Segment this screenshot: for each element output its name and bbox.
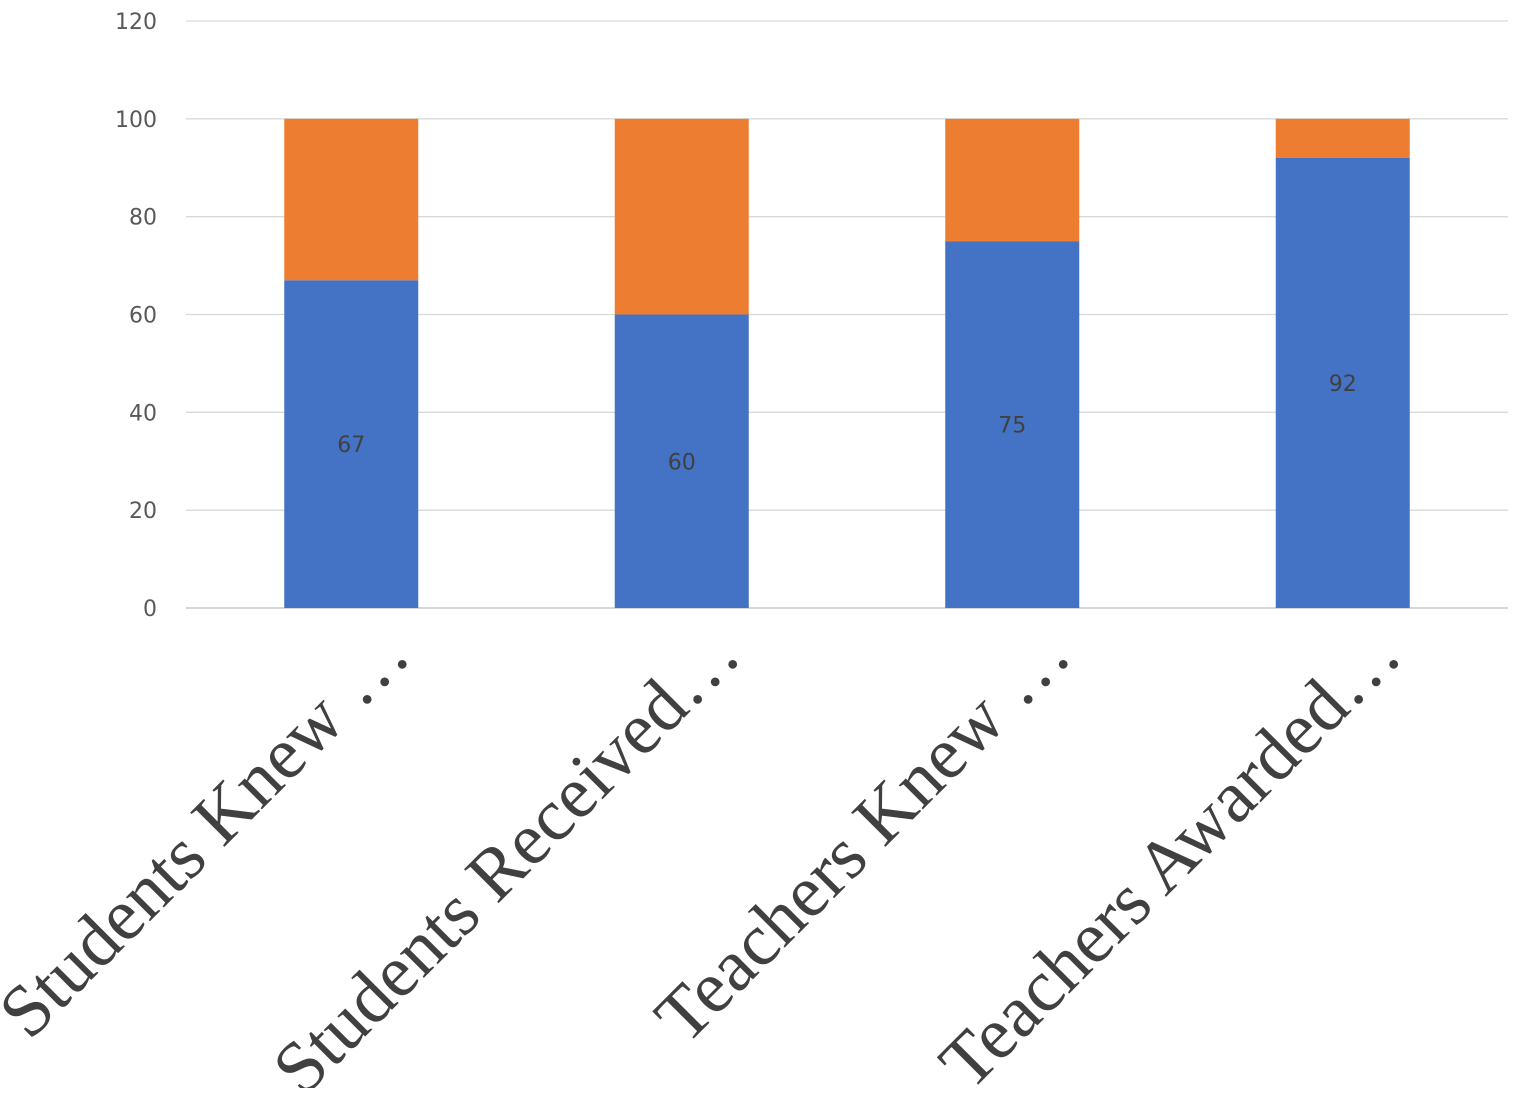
bar-segment-series2 [1275,118,1410,158]
y-tick-label: 60 [129,304,157,329]
bar-segment-series2 [614,118,749,315]
x-axis-ticks: Students Knew …Students Received…Teacher… [0,612,1417,1093]
bar-segment-series1 [284,280,419,608]
data-label: 75 [998,414,1026,439]
bar-segment-series1 [614,314,749,608]
bar-segment-series2 [945,118,1080,242]
data-labels: 67 60 75 92 [337,372,1357,475]
bar-segment-series1 [1275,157,1410,608]
data-label: 60 [668,450,696,475]
y-tick-label: 40 [129,401,157,426]
y-tick-label: 0 [143,597,157,622]
data-label: 67 [337,433,365,458]
y-axis-ticks: 0 20 40 60 80 100 120 [115,10,157,622]
bar-segment-series1 [945,241,1080,608]
y-tick-label: 80 [129,206,157,231]
y-tick-label: 120 [115,10,157,35]
bar-segment-series2 [284,118,419,281]
y-tick-label: 100 [115,108,157,133]
y-tick-label: 20 [129,499,157,524]
data-label: 92 [1329,372,1357,397]
bars [284,118,1410,608]
